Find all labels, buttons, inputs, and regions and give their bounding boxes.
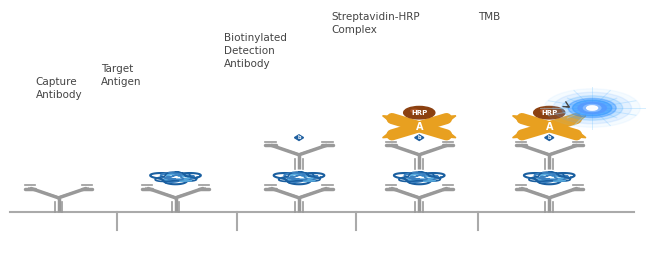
Polygon shape: [573, 133, 586, 138]
Text: HRP: HRP: [541, 110, 558, 116]
Circle shape: [568, 98, 616, 118]
Circle shape: [573, 100, 612, 116]
Polygon shape: [573, 116, 586, 120]
Text: TMB: TMB: [478, 12, 500, 22]
Circle shape: [411, 109, 419, 112]
Circle shape: [553, 92, 631, 124]
Polygon shape: [545, 135, 554, 140]
Circle shape: [541, 109, 549, 112]
Circle shape: [544, 89, 640, 127]
Text: b: b: [297, 135, 301, 140]
Polygon shape: [513, 116, 525, 120]
Polygon shape: [383, 133, 395, 138]
Text: A: A: [415, 122, 423, 132]
Polygon shape: [443, 133, 456, 138]
Polygon shape: [443, 116, 456, 120]
Circle shape: [534, 106, 565, 119]
Text: Streptavidin-HRP
Complex: Streptavidin-HRP Complex: [332, 12, 420, 35]
Text: A: A: [545, 122, 553, 132]
Circle shape: [578, 102, 606, 114]
Circle shape: [404, 106, 435, 119]
Text: b: b: [417, 135, 421, 140]
Text: b: b: [547, 135, 551, 140]
Polygon shape: [294, 135, 304, 140]
Text: Target
Antigen: Target Antigen: [101, 64, 141, 87]
Text: Capture
Antibody: Capture Antibody: [36, 77, 83, 100]
Circle shape: [587, 106, 597, 110]
Polygon shape: [383, 116, 395, 120]
Circle shape: [562, 96, 623, 120]
Polygon shape: [513, 133, 525, 138]
Polygon shape: [415, 135, 424, 140]
Text: HRP: HRP: [411, 110, 428, 116]
Text: Biotinylated
Detection
Antibody: Biotinylated Detection Antibody: [224, 32, 287, 69]
Circle shape: [584, 105, 601, 112]
